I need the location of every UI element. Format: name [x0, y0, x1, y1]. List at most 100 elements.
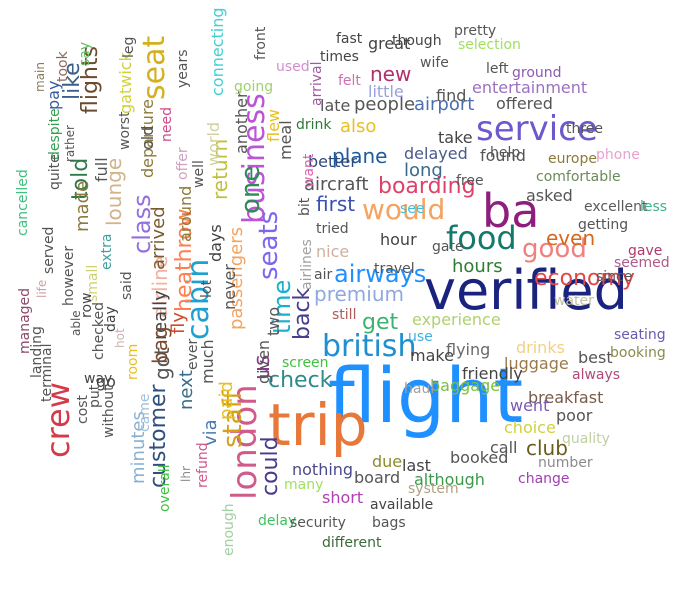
word-airlines: airlines	[299, 239, 315, 290]
word-leg: leg	[121, 36, 137, 58]
word-offer: offer	[175, 147, 191, 180]
word-said: said	[119, 271, 135, 300]
word-breakfast: breakfast	[528, 388, 604, 407]
word-new: new	[370, 62, 412, 86]
word-better: better	[308, 152, 357, 171]
word-aircraft: aircraft	[304, 174, 369, 195]
word-find: find	[436, 86, 467, 105]
word-back: back	[290, 287, 315, 340]
word-great: great	[368, 34, 411, 53]
word-available: available	[370, 497, 434, 513]
word-wife: wife	[420, 55, 449, 71]
word-gate: gate	[432, 239, 464, 255]
word-europe: europe	[548, 151, 597, 167]
word-much: much	[198, 339, 217, 384]
word-airport: airport	[414, 94, 475, 115]
word-food: food	[446, 219, 517, 257]
word-though: though	[392, 33, 442, 49]
word-cancelled: cancelled	[15, 169, 31, 236]
word-need: need	[159, 107, 175, 142]
word-one: one	[236, 165, 266, 214]
word-still: still	[332, 307, 357, 323]
word-nice: nice	[316, 242, 350, 261]
word-help: help	[490, 145, 521, 161]
word-economy: economy	[534, 266, 635, 291]
word-seemed: seemed	[614, 255, 670, 271]
word-premium: premium	[314, 282, 404, 306]
word-arrival: arrival	[309, 61, 325, 107]
word-used: used	[276, 59, 310, 75]
word-ba: ba	[482, 184, 540, 238]
word-going: going	[234, 79, 274, 95]
word-despite: despite	[47, 108, 63, 160]
word-world: world	[204, 121, 223, 166]
word-flight: flight	[328, 351, 524, 440]
word-last: last	[402, 456, 431, 475]
word-seats: seats	[254, 210, 284, 280]
word-since: since	[596, 269, 633, 285]
word-felt: felt	[338, 73, 361, 89]
word-entertainment: entertainment	[472, 78, 588, 97]
word-overall: overall	[157, 464, 173, 512]
word-although: although	[414, 470, 485, 489]
word-would: would	[362, 193, 446, 226]
word-verified: verified	[424, 259, 628, 322]
word-call: call	[490, 438, 518, 457]
word-say: say	[77, 41, 93, 66]
word-plane: plane	[332, 144, 388, 168]
word-go: go	[96, 372, 116, 391]
word-ever: ever	[185, 338, 201, 370]
word-extra: extra	[99, 233, 115, 270]
word-first: first	[316, 192, 356, 216]
word-could: could	[258, 436, 283, 496]
word-get: get	[362, 310, 399, 335]
word-use: use	[408, 329, 433, 345]
word-gatwick: gatwick	[116, 52, 135, 114]
word-flew: flew	[264, 108, 283, 142]
word-even: even	[546, 226, 596, 250]
word-club: club	[526, 436, 568, 460]
word-offered: offered	[496, 94, 553, 113]
word-enough: enough	[221, 503, 237, 556]
word-trip: trip	[268, 391, 368, 459]
word-pretty: pretty	[454, 23, 497, 39]
word-arrived: arrived	[148, 206, 169, 270]
word-phone: phone	[596, 147, 640, 163]
word-long: long	[404, 160, 443, 181]
word-worst: worst	[117, 111, 133, 150]
word-hour: hour	[380, 230, 417, 249]
word-drink: drink	[296, 117, 332, 133]
word-make: make	[410, 346, 454, 365]
word-drinks: drinks	[516, 338, 565, 357]
word-want: want	[301, 153, 317, 188]
word-never: never	[220, 264, 239, 310]
word-room: room	[125, 343, 141, 380]
word-service: service	[476, 109, 598, 149]
word-change: change	[518, 471, 570, 487]
word-lot: lot	[199, 280, 215, 298]
word-many: many	[284, 477, 324, 493]
word-travel: travel	[374, 261, 415, 277]
word-however: however	[61, 245, 77, 306]
word-always: always	[572, 367, 621, 383]
word-people: people	[354, 94, 416, 115]
word-best: best	[578, 348, 613, 367]
word-booked: booked	[450, 448, 509, 467]
word-nothing: nothing	[292, 460, 354, 479]
word-served: served	[41, 226, 57, 274]
word-fast: fast	[336, 31, 363, 47]
word-booking: booking	[610, 345, 666, 361]
word-another: another	[232, 91, 251, 154]
word-quite: quite	[47, 154, 63, 190]
word-due: due	[372, 452, 403, 471]
word-left: left	[486, 61, 509, 77]
word-airways: airways	[334, 260, 427, 288]
word-went: went	[510, 396, 550, 415]
word-free: free	[456, 173, 484, 189]
word-ground: ground	[512, 65, 562, 81]
word-boarding: boarding	[378, 174, 476, 199]
word-delayed: delayed	[404, 144, 468, 163]
word-baggage: baggage	[430, 376, 501, 395]
word-experience: experience	[412, 310, 501, 329]
word-bags: bags	[372, 515, 406, 531]
